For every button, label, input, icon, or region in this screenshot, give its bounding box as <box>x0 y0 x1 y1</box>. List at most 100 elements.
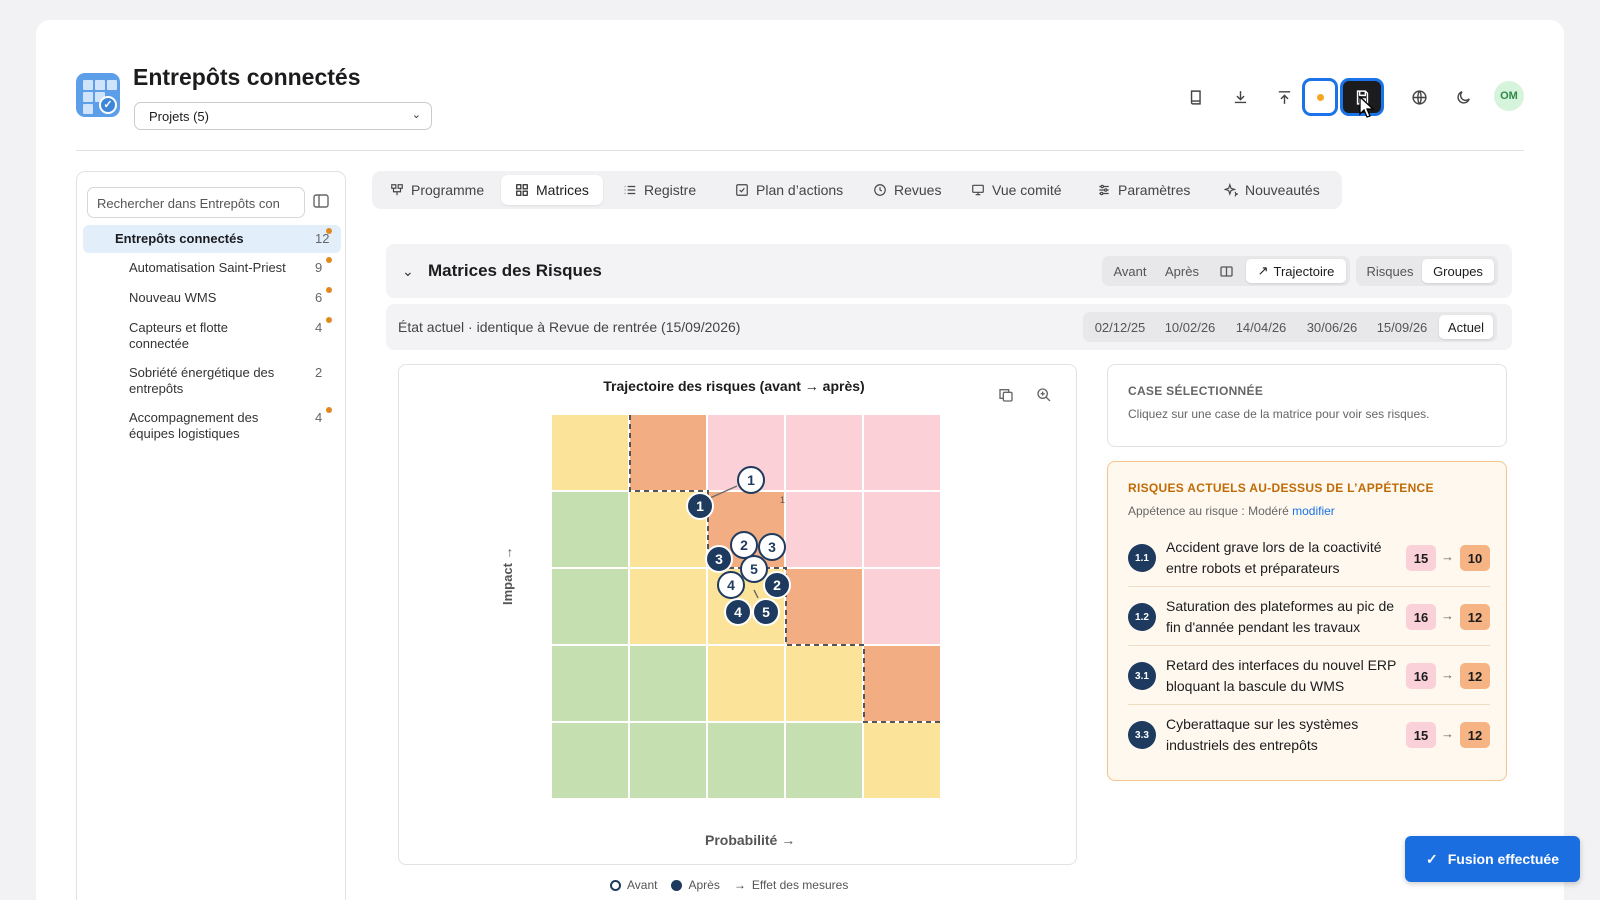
status-dot <box>326 228 332 234</box>
mode-toggle: Risques Groupes <box>1356 256 1498 286</box>
date-option[interactable]: 14/04/26 <box>1235 319 1287 335</box>
risk-id-badge: 3.3 <box>1128 721 1156 749</box>
selected-cell-card: CASE SÉLECTIONNÉE Cliquez sur une case d… <box>1107 364 1507 447</box>
mode-risques[interactable]: Risques <box>1366 263 1414 279</box>
view-split[interactable] <box>1210 259 1242 283</box>
project-select[interactable]: Projets (5) ⌄ <box>134 102 432 130</box>
sidebar-item-count: 6 <box>315 290 323 305</box>
risk-text: Saturation des plateformes au pic de fin… <box>1166 598 1395 635</box>
sidebar: Rechercher dans Entrepôts con Entrepôts … <box>76 171 346 900</box>
sidebar-item-label: Sobriété énergétique des entrepôts <box>129 365 275 396</box>
status-dot <box>326 317 332 323</box>
score-before: 15 <box>1406 722 1436 748</box>
arrow-right-icon: → <box>1441 726 1454 741</box>
tab-registre[interactable]: Registre <box>609 175 710 205</box>
avatar[interactable]: OM <box>1494 81 1524 111</box>
sidebar-item-automatisation[interactable]: Automatisation Saint-Priest 9 <box>83 257 341 278</box>
tab-matrices[interactable]: Matrices <box>501 175 603 205</box>
date-option[interactable]: 02/12/25 <box>1094 319 1146 335</box>
sidebar-item-count: 12 <box>315 231 330 246</box>
sidebar-item-label: Automatisation Saint-Priest <box>129 260 286 275</box>
sidebar-item-accompagnement[interactable]: Accompagnement des équipes logistiques 4 <box>83 407 341 444</box>
section-header: ⌄ Matrices des Risques Avant Après ↗ Tra… <box>386 244 1512 298</box>
appetite-card: RISQUES ACTUELS AU-DESSUS DE L’APPÉTENCE… <box>1107 461 1507 781</box>
arrow-right-icon: → <box>1441 667 1454 682</box>
sidebar-item-count: 2 <box>315 365 323 380</box>
selected-cell-title: CASE SÉLECTIONNÉE <box>1128 384 1264 398</box>
list-icon <box>624 185 636 195</box>
risk-text: Cyberattaque sur les systèmes industriel… <box>1166 716 1359 753</box>
sidebar-item-nouveau-wms[interactable]: Nouveau WMS 6 <box>83 287 341 308</box>
view-apres[interactable]: Après <box>1165 263 1199 279</box>
arrow-right-icon: → <box>1441 608 1454 623</box>
score-after: 12 <box>1460 663 1490 689</box>
tab-nouveautes[interactable]: Nouveautés <box>1210 175 1334 205</box>
upload-icon[interactable] <box>1267 80 1301 114</box>
sidebar-item-capteurs[interactable]: Capteurs et flotte connectée 4 <box>83 317 341 354</box>
risk-row[interactable]: 1.1 Accident grave lors de la coactivité… <box>1128 529 1490 587</box>
checkbox-icon <box>736 184 748 196</box>
legend-after: Après <box>671 878 720 892</box>
sidebar-item-entrepots-connectes[interactable]: Entrepôts connectés 12 <box>83 225 341 253</box>
date-toggle: 02/12/25 10/02/26 14/04/26 30/06/26 15/0… <box>1083 312 1497 342</box>
save-button[interactable] <box>1340 78 1384 116</box>
view-trajectoire[interactable]: ↗ Trajectoire <box>1246 259 1346 283</box>
moon-icon[interactable] <box>1446 80 1480 114</box>
tab-programme[interactable]: Programme <box>376 175 498 205</box>
tab-plan-actions[interactable]: Plan d’actions <box>721 175 857 205</box>
copy-icon[interactable] <box>998 387 1014 403</box>
unsaved-indicator-button[interactable] <box>1302 78 1338 116</box>
download-icon[interactable] <box>1223 80 1257 114</box>
status-dot <box>326 257 332 263</box>
zoom-in-icon[interactable] <box>1036 387 1052 403</box>
appetite-title: RISQUES ACTUELS AU-DESSUS DE L’APPÉTENCE <box>1128 481 1434 495</box>
sidebar-item-label: Nouveau WMS <box>129 290 217 305</box>
search-input[interactable]: Rechercher dans Entrepôts con <box>87 187 305 218</box>
collapse-chevron-icon[interactable]: ⌄ <box>402 263 414 279</box>
globe-icon[interactable] <box>1402 80 1436 114</box>
date-option-actuel[interactable]: Actuel <box>1439 315 1493 339</box>
date-option[interactable]: 10/02/26 <box>1164 319 1216 335</box>
y-axis-label: Impact → <box>500 546 515 605</box>
risk-id-badge: 3.1 <box>1128 662 1156 690</box>
tab-revues[interactable]: Revues <box>859 175 955 205</box>
risk-row[interactable]: 1.2 Saturation des plateformes au pic de… <box>1128 588 1490 646</box>
state-bar: État actuel · identique à Revue de rentr… <box>386 304 1512 350</box>
appetite-level: Appétence au risque : Modéré <box>1128 504 1289 518</box>
check-icon: ✓ <box>1426 850 1438 867</box>
risk-id-badge: 1.2 <box>1128 603 1156 631</box>
app-title: Entrepôts connectés <box>133 64 361 90</box>
selected-cell-hint: Cliquez sur une case de la matrice pour … <box>1128 407 1430 421</box>
score-before: 16 <box>1406 663 1436 689</box>
matrix-legend: Avant Après → Effet des mesures <box>610 878 848 892</box>
x-axis-label: Probabilité → <box>705 832 796 848</box>
risk-row[interactable]: 3.3 Cyberattaque sur les systèmes indust… <box>1128 706 1490 764</box>
sliders-icon <box>1099 184 1109 196</box>
tab-parametres[interactable]: Paramètres <box>1083 175 1204 205</box>
tab-label: Nouveautés <box>1245 182 1320 198</box>
main-tabs: Programme Matrices Registre Plan d’actio… <box>372 171 1342 209</box>
date-option[interactable]: 15/09/26 <box>1376 319 1428 335</box>
modify-link[interactable]: modifier <box>1292 504 1335 518</box>
view-trajectoire-label: Trajectoire <box>1273 263 1335 279</box>
risk-text: Retard des interfaces du nouvel ERP bloq… <box>1166 657 1397 694</box>
app-logo: ✓ <box>76 73 120 117</box>
sidebar-item-count: 9 <box>315 260 323 275</box>
sidebar-item-label: Entrepôts connectés <box>115 231 244 246</box>
tab-label: Revues <box>894 182 942 198</box>
arrow-right-icon: → <box>733 878 746 892</box>
risk-row[interactable]: 3.1 Retard des interfaces du nouvel ERP … <box>1128 647 1490 705</box>
view-avant[interactable]: Avant <box>1113 263 1147 279</box>
legend-before: Avant <box>610 878 657 892</box>
date-option[interactable]: 30/06/26 <box>1306 319 1358 335</box>
sidebar-toggle-icon[interactable] <box>313 194 329 208</box>
matrix-card: Trajectoire des risques (avant → après) <box>398 364 1077 865</box>
tab-vue-comite[interactable]: Vue comité <box>957 175 1076 205</box>
sidebar-item-sobriete[interactable]: Sobriété énergétique des entrepôts 2 <box>83 365 341 399</box>
arrow-up-right-icon: ↗ <box>1257 263 1269 278</box>
book-icon[interactable] <box>1179 80 1213 114</box>
tab-label: Plan d’actions <box>756 182 844 198</box>
score-after: 12 <box>1460 604 1490 630</box>
mode-groupes[interactable]: Groupes <box>1422 259 1494 283</box>
success-toast[interactable]: ✓ Fusion effectuée <box>1405 836 1580 882</box>
